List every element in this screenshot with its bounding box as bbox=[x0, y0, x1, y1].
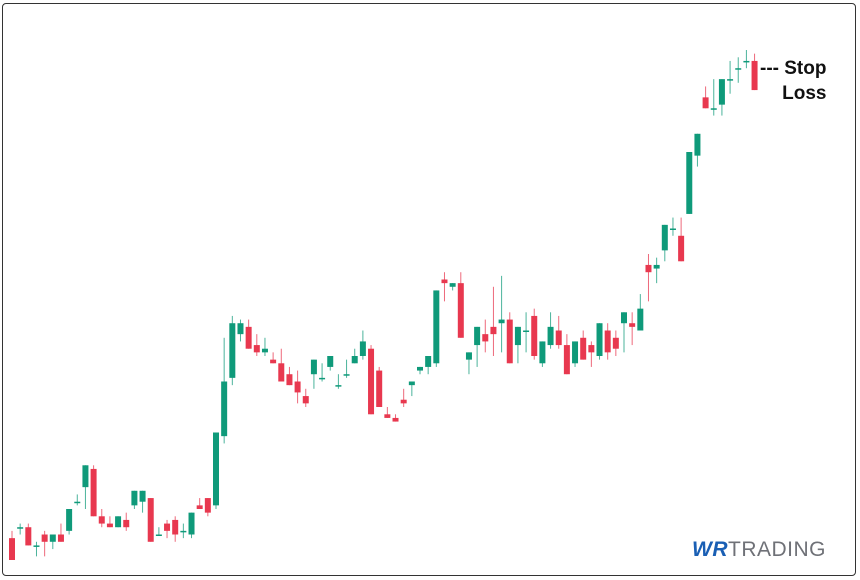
candle-body bbox=[457, 283, 464, 338]
candle-body bbox=[359, 341, 366, 356]
candle-body bbox=[629, 323, 636, 327]
candle-body bbox=[66, 509, 73, 531]
candle-body bbox=[425, 356, 432, 367]
candle-body bbox=[221, 381, 228, 437]
candle-body bbox=[702, 97, 709, 109]
candle-body bbox=[343, 374, 350, 376]
candle-body bbox=[653, 264, 660, 269]
candle-body bbox=[498, 319, 505, 324]
candle-body bbox=[82, 465, 89, 488]
candle-body bbox=[612, 337, 619, 349]
candle-body bbox=[123, 519, 130, 528]
candle-body bbox=[474, 326, 481, 346]
candle-body bbox=[710, 108, 717, 110]
candle-body bbox=[180, 530, 187, 533]
brand-logo: WRTRADING bbox=[692, 538, 826, 562]
candle-body bbox=[482, 334, 489, 342]
candle-body bbox=[441, 279, 448, 284]
candle-body bbox=[229, 323, 236, 378]
candle-body bbox=[506, 319, 513, 364]
candle-body bbox=[351, 356, 358, 364]
candle-body bbox=[155, 534, 162, 536]
candle-body bbox=[661, 224, 668, 251]
candle-body bbox=[694, 133, 701, 156]
candle-body bbox=[327, 356, 334, 367]
candle-body bbox=[294, 381, 301, 393]
candle-body bbox=[563, 345, 570, 375]
candle-body bbox=[261, 348, 268, 353]
candle-body bbox=[245, 326, 252, 349]
candle-body bbox=[17, 527, 24, 529]
candle-body bbox=[376, 370, 383, 407]
candle-body bbox=[49, 534, 56, 542]
candle-body bbox=[596, 323, 603, 356]
candle-body bbox=[539, 341, 546, 364]
candle-body bbox=[204, 498, 211, 513]
candle-body bbox=[139, 490, 146, 502]
candle-body bbox=[106, 523, 113, 528]
candle-body bbox=[57, 534, 64, 542]
candle-body bbox=[368, 348, 375, 415]
candle-body bbox=[490, 326, 497, 335]
candle-body bbox=[25, 527, 32, 546]
candle-body bbox=[735, 68, 742, 70]
candle-body bbox=[686, 152, 693, 214]
candle-body bbox=[718, 79, 725, 105]
candle-body bbox=[90, 468, 97, 517]
candle-body bbox=[523, 330, 530, 332]
brand-trading: TRADING bbox=[728, 538, 826, 561]
candle-body bbox=[588, 345, 595, 353]
candle-body bbox=[147, 498, 154, 542]
candle-body bbox=[449, 283, 456, 287]
candle-body bbox=[41, 534, 48, 542]
candle-body bbox=[514, 326, 521, 346]
candle-body bbox=[531, 315, 538, 356]
candle-body bbox=[572, 341, 579, 364]
candle-body bbox=[286, 374, 293, 386]
candle-body bbox=[555, 330, 562, 346]
candle-body bbox=[433, 290, 440, 364]
candle-body bbox=[669, 228, 676, 230]
candle-body bbox=[400, 399, 407, 404]
candle-body bbox=[9, 538, 15, 560]
candle-body bbox=[408, 381, 415, 386]
candle-body bbox=[131, 490, 138, 506]
candle-body bbox=[98, 516, 105, 524]
candle-body bbox=[213, 432, 219, 506]
candle-body bbox=[604, 330, 611, 353]
candle-body bbox=[645, 264, 652, 273]
candle-body bbox=[270, 359, 277, 364]
candle-body bbox=[621, 312, 627, 324]
candle-body bbox=[188, 512, 195, 535]
candle-body bbox=[319, 377, 326, 380]
candle-body bbox=[743, 60, 750, 63]
candle-body bbox=[164, 523, 171, 531]
candle-body bbox=[172, 519, 179, 535]
stop-loss-line1: --- Stop bbox=[760, 58, 827, 79]
stop-loss-line2: Loss bbox=[782, 83, 827, 104]
candle-body bbox=[302, 396, 309, 404]
candle-body bbox=[278, 363, 285, 382]
candle-body bbox=[33, 545, 40, 547]
candle-body bbox=[727, 79, 734, 81]
candle-body bbox=[637, 308, 644, 331]
stop-loss-annotation: --- Stop Loss bbox=[760, 56, 826, 106]
candle-body bbox=[678, 235, 685, 262]
candle-body bbox=[310, 359, 317, 375]
candle-body bbox=[74, 501, 81, 504]
candle-body bbox=[335, 385, 342, 387]
candle-body bbox=[384, 414, 391, 418]
candle-body bbox=[115, 516, 122, 528]
candle-body bbox=[253, 345, 260, 353]
candle-body bbox=[417, 366, 423, 371]
candle-body bbox=[547, 326, 554, 346]
candle-body bbox=[465, 352, 472, 360]
candle-body bbox=[196, 505, 203, 509]
candle-body bbox=[237, 323, 244, 335]
candle-body bbox=[392, 417, 399, 422]
brand-wr: WR bbox=[692, 538, 728, 561]
candle-body bbox=[580, 337, 587, 360]
candle-body bbox=[751, 60, 758, 91]
